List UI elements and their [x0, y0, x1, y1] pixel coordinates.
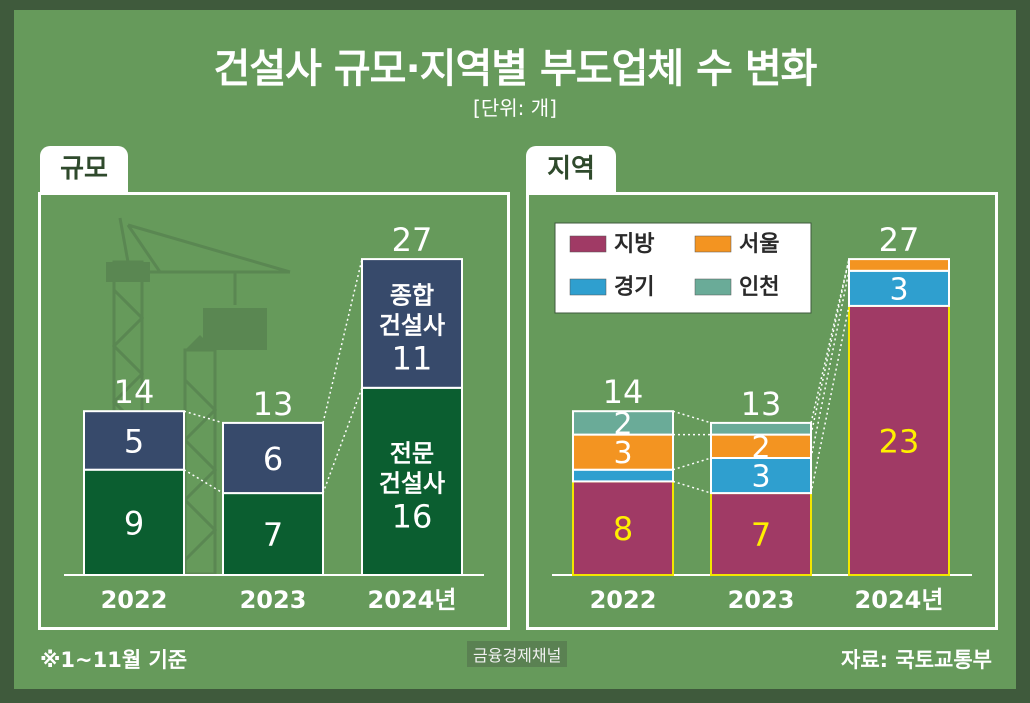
size-bar-specialty [361, 386, 463, 576]
region-bar-gyeonggi [710, 457, 812, 495]
region-bar-incheon [710, 421, 812, 436]
tab-region: 지역 [526, 146, 616, 192]
region-bar-gyeonggi [572, 468, 674, 483]
size-value-label: 5 [124, 422, 144, 460]
region-connector-line [810, 270, 850, 459]
legend-label-seoul: 서울 [739, 232, 779, 257]
region-category-label: 2023 [728, 586, 795, 614]
size-value-label: 7 [263, 516, 283, 554]
region-bar-local [572, 480, 674, 576]
size-connector-line [322, 258, 363, 424]
legend-swatch-gyeonggi [569, 278, 607, 296]
region-total-label: 13 [741, 385, 782, 423]
size-bar-comprehensive [222, 421, 324, 495]
region-total-label: 27 [879, 221, 920, 259]
region-value-label: 7 [751, 516, 771, 554]
region-value-label: 3 [613, 436, 632, 471]
size-connector-line [183, 469, 224, 494]
legend-label-incheon: 인천 [739, 275, 779, 300]
size-category-label: 2023 [240, 586, 307, 614]
region-bar-incheon [572, 410, 674, 436]
region-connector-line [672, 457, 712, 471]
size-value-label: 11 [392, 339, 433, 377]
region-connector-line [672, 480, 712, 494]
footnote: ※1~11월 기준 [40, 648, 188, 672]
region-value-label: 3 [889, 272, 908, 307]
size-series-label: 종합 [390, 281, 434, 309]
size-connector-line [322, 387, 363, 494]
region-value-label: 8 [613, 510, 633, 548]
region-value-label: 3 [751, 460, 770, 495]
source-note: 자료: 국토교통부 [841, 648, 992, 672]
size-bar-specialty [222, 492, 324, 577]
size-value-label: 16 [392, 497, 433, 535]
size-category-label: 2024년 [368, 586, 457, 614]
size-category-label: 2022 [101, 586, 168, 614]
size-value-label: 9 [124, 504, 144, 542]
watermark: 금융경제채널 [467, 641, 568, 667]
legend-swatch-local [569, 235, 607, 253]
region-total-label: 14 [603, 373, 644, 411]
legend-label-local: 지방 [614, 232, 654, 257]
region-bar-seoul [848, 258, 950, 272]
legend-swatch-seoul [694, 235, 732, 253]
size-connector-line [183, 410, 224, 424]
size-series-label: 전문 [390, 439, 434, 467]
size-total-label: 27 [392, 221, 433, 259]
size-total-label: 13 [253, 385, 294, 423]
region-connector-line [810, 305, 850, 494]
size-series-label: 건설사 [379, 469, 445, 497]
size-value-label: 6 [263, 440, 283, 478]
size-bar-comprehensive [361, 258, 463, 389]
size-bar-specialty [83, 468, 185, 577]
size-bar-comprehensive [83, 410, 185, 471]
region-category-label: 2022 [590, 586, 657, 614]
tab-size: 규모 [40, 146, 128, 192]
page-title: 건설사 규모·지역별 부도업체 수 변화 [213, 46, 818, 92]
unit-label: [단위: 개] [473, 96, 557, 120]
region-connector-line [810, 258, 850, 424]
region-value-label: 23 [879, 422, 920, 460]
region-value-label: 2 [751, 430, 770, 465]
legend-swatch-incheon [694, 278, 732, 296]
region-bar-seoul [572, 433, 674, 471]
region-connector-line [672, 410, 712, 424]
region-bar-local [710, 492, 812, 577]
region-category-label: 2024년 [855, 586, 944, 614]
size-total-label: 14 [114, 373, 155, 411]
size-series-label: 건설사 [379, 311, 445, 339]
region-panel [526, 192, 998, 630]
legend-label-gyeonggi: 경기 [614, 275, 654, 300]
region-value-label: 2 [613, 407, 632, 442]
size-panel [38, 192, 510, 630]
